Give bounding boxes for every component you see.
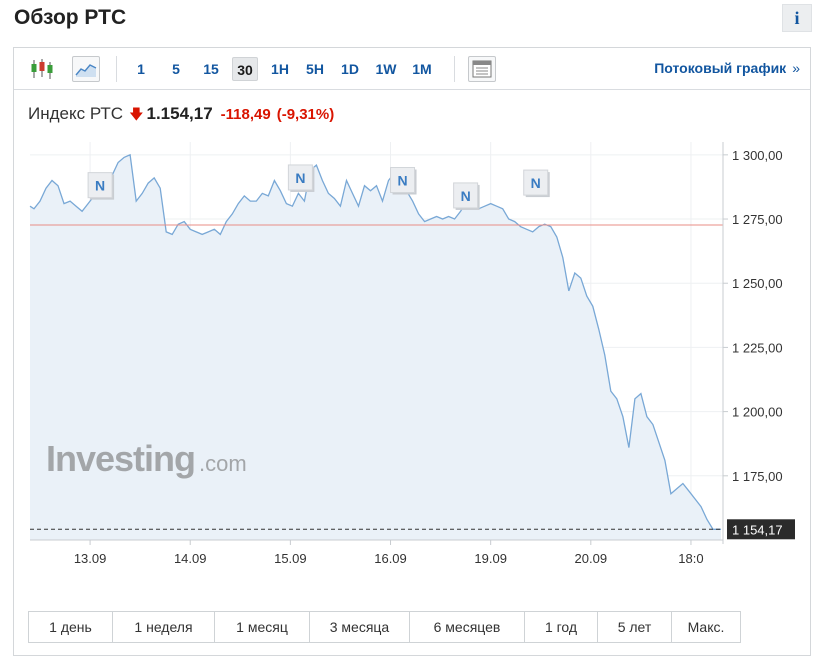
news-marker-label: N (295, 170, 305, 186)
interval-1w[interactable]: 1W (375, 61, 397, 77)
streaming-chart-link[interactable]: Потоковый график » (654, 60, 800, 76)
y-tick-label: 1 225,00 (732, 340, 783, 355)
toolbar-divider (116, 56, 117, 82)
period-1-week[interactable]: 1 неделя (113, 612, 215, 642)
y-tick-label: 1 250,00 (732, 276, 783, 291)
x-tick-label: 14.09 (174, 551, 207, 566)
interval-1[interactable]: 1 (137, 61, 145, 77)
period-6-months[interactable]: 6 месяцев (410, 612, 525, 642)
news-marker-label: N (531, 175, 541, 191)
x-tick-label: 19.09 (474, 551, 507, 566)
news-marker (453, 182, 479, 209)
page-title: Обзор РТС (14, 6, 127, 29)
interval-1d[interactable]: 1D (341, 61, 359, 77)
period-max[interactable]: Макс. (672, 612, 740, 642)
news-marker-label: N (95, 178, 105, 194)
y-tick-label: 1 200,00 (732, 405, 783, 420)
news-marker (390, 167, 416, 194)
y-tick-label: 1 175,00 (732, 469, 783, 484)
down-arrow-icon: 🡇 (129, 106, 144, 122)
period-1-month[interactable]: 1 месяц (215, 612, 310, 642)
price-area (30, 154, 721, 541)
chart-toolbar: 1 5 15 30 1H 5H 1D 1W 1M Потоковый графи… (14, 48, 810, 90)
chevron-right-icon: » (792, 60, 800, 76)
interval-1h[interactable]: 1H (271, 61, 289, 77)
price-change-percent: (-9,31%) (276, 106, 335, 123)
x-tick-label: 20.09 (575, 551, 608, 566)
news-marker (523, 169, 549, 196)
news-marker (87, 172, 113, 199)
interval-15[interactable]: 15 (203, 61, 219, 77)
news-marker (287, 164, 313, 191)
interval-30[interactable]: 30 (232, 57, 258, 81)
candlestick-chart-icon[interactable] (28, 56, 56, 82)
period-1-day[interactable]: 1 день (29, 612, 113, 642)
price-change: -118,49 (220, 106, 271, 123)
y-tick-label: 1 300,00 (732, 148, 783, 163)
last-price: 1.154,17 (146, 104, 213, 123)
x-tick-label: 15.09 (274, 551, 307, 566)
chart-panel: 1 5 15 30 1H 5H 1D 1W 1M Потоковый графи… (13, 47, 811, 656)
x-tick-label: 16.09 (374, 551, 407, 566)
news-marker-label: N (397, 173, 407, 189)
area-chart-icon[interactable] (72, 56, 100, 82)
toolbar-divider (454, 56, 455, 82)
period-selector: 1 день 1 неделя 1 месяц 3 месяца 6 месяц… (28, 611, 741, 643)
last-price-badge (727, 519, 795, 540)
price-chart[interactable]: 1 175,00 1 200,00 1 225,00 1 250,00 1 275,00… (0, 0, 821, 610)
interval-5h[interactable]: 5H (306, 61, 324, 77)
x-tick-label: 13.09 (74, 551, 107, 566)
interval-5[interactable]: 5 (172, 61, 180, 77)
period-3-months[interactable]: 3 месяца (310, 612, 410, 642)
quote-summary: Индекс РТС 🡇 1.154,17 -118,49 (-9,31%) (28, 104, 334, 128)
interval-1m[interactable]: 1M (412, 61, 432, 77)
period-1-year[interactable]: 1 год (525, 612, 598, 642)
table-view-icon[interactable] (468, 56, 496, 82)
y-tick-label: 1 275,00 (732, 212, 783, 227)
streaming-chart-label: Потоковый график (654, 60, 787, 76)
instrument-name: Индекс РТС (28, 104, 124, 123)
investing-logo: Investing (46, 438, 195, 479)
price-line (29, 153, 721, 530)
period-5-years[interactable]: 5 лет (598, 612, 672, 642)
last-price-label: 1 154,17 (732, 522, 783, 537)
news-marker-label: N (461, 188, 471, 204)
info-button[interactable]: i (782, 4, 812, 32)
investing-logo-suffix: .com (199, 451, 247, 476)
x-tick-label: 18:0 (678, 551, 703, 566)
